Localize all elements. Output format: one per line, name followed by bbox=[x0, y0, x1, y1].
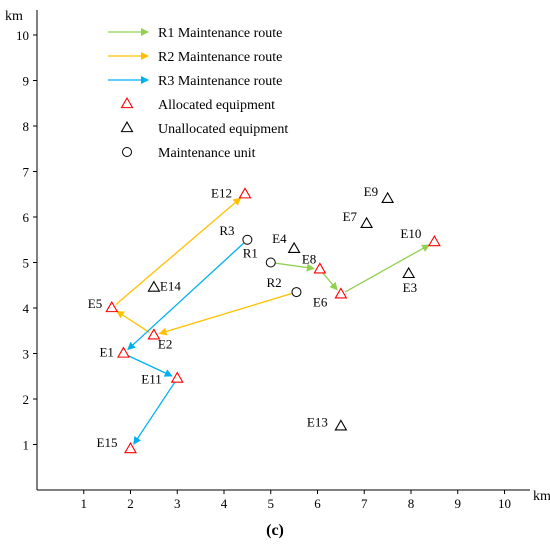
point-label-e9: E9 bbox=[364, 184, 378, 199]
routes bbox=[115, 197, 431, 445]
point-label-r3: R3 bbox=[219, 223, 234, 238]
point-labels: R1 R2 R3 E1 E2 E3 E4 E5 E6 E7 E8 E9 E10 E11 E12 E13 E14 E… bbox=[88, 184, 422, 450]
x-tick-label: 6 bbox=[314, 496, 321, 511]
equipment-e3-marker bbox=[402, 266, 416, 279]
equipment-e14-marker bbox=[147, 280, 161, 292]
point-label-e13: E13 bbox=[307, 414, 328, 429]
y-axis-label: km bbox=[5, 9, 23, 24]
axes: km km 1 2 3 4 5 6 7 8 9 10 1 2 3 4 5 6 7 8 9 10 bbox=[5, 9, 550, 511]
y-tick-label: 2 bbox=[23, 392, 30, 407]
point-label-e14: E14 bbox=[160, 279, 181, 294]
equipment-e15-marker bbox=[124, 442, 137, 454]
equipment-e8-marker bbox=[313, 262, 327, 274]
equipment-e11-marker bbox=[170, 371, 184, 383]
legend-swatch-unit bbox=[122, 147, 132, 157]
x-tick-label: 9 bbox=[455, 496, 462, 511]
legend-label: R1 Maintenance route bbox=[158, 26, 282, 41]
y-tick-label: 6 bbox=[23, 210, 30, 225]
legend-label: Maintenance unit bbox=[158, 146, 256, 161]
point-label-e6: E6 bbox=[313, 294, 328, 309]
y-tick-label: 5 bbox=[23, 256, 30, 271]
y-tick-label: 9 bbox=[23, 74, 30, 89]
y-tick-label: 1 bbox=[23, 438, 30, 453]
y-ticks: 1 2 3 4 5 6 7 8 9 10 bbox=[16, 28, 37, 453]
legend: R1 Maintenance route R2 Maintenance route… bbox=[108, 26, 288, 161]
x-tick-label: 3 bbox=[174, 496, 181, 511]
legend-swatch-allocated bbox=[120, 96, 134, 109]
point-label-e1: E1 bbox=[99, 345, 113, 360]
y-tick-label: 4 bbox=[23, 301, 30, 316]
legend-label: R2 Maintenance route bbox=[158, 50, 282, 65]
y-tick-label: 7 bbox=[23, 165, 30, 180]
route-r2-segment bbox=[115, 197, 242, 306]
equipment-e5-marker bbox=[105, 300, 119, 313]
equipment-e9-marker bbox=[381, 191, 395, 203]
maintenance-unit-r2 bbox=[291, 287, 302, 298]
maintenance-unit-r1 bbox=[265, 257, 276, 268]
equipment-e6-marker bbox=[334, 287, 348, 299]
equipment-e10-marker bbox=[427, 234, 441, 247]
route-r1-segment bbox=[275, 262, 315, 272]
x-tick-label: 5 bbox=[268, 496, 275, 511]
route-r2-segment bbox=[115, 310, 151, 334]
equipment-e1-marker bbox=[117, 346, 130, 358]
x-tick-label: 2 bbox=[127, 496, 134, 511]
maintenance-unit-r3 bbox=[242, 234, 253, 245]
equipment-e12-marker bbox=[238, 187, 252, 199]
equipment-e13-marker bbox=[334, 419, 348, 431]
legend-label: R3 Maintenance route bbox=[158, 74, 282, 89]
point-label-e12: E12 bbox=[211, 185, 232, 200]
route-r3-segment bbox=[127, 242, 245, 351]
route-r3-segment bbox=[127, 355, 173, 377]
point-label-e15: E15 bbox=[97, 435, 118, 450]
equipment-e7-marker bbox=[360, 216, 374, 229]
y-tick-label: 8 bbox=[23, 119, 30, 134]
legend-swatch-unallocated bbox=[120, 120, 134, 133]
point-label-e5: E5 bbox=[88, 296, 102, 311]
x-tick-label: 7 bbox=[361, 496, 368, 511]
route-r1-segment bbox=[322, 272, 338, 291]
point-label-r2: R2 bbox=[266, 275, 281, 290]
y-tick-label: 10 bbox=[16, 28, 29, 43]
route-r1-segment bbox=[344, 244, 431, 293]
x-tick-label: 8 bbox=[408, 496, 415, 511]
y-tick-label: 3 bbox=[23, 347, 30, 362]
point-label-e10: E10 bbox=[400, 226, 421, 241]
route-r2-segment bbox=[158, 292, 292, 336]
route-r3-segment bbox=[133, 382, 176, 445]
point-label-e11: E11 bbox=[141, 372, 161, 387]
point-label-e4: E4 bbox=[272, 231, 287, 246]
x-tick-label: 4 bbox=[221, 496, 228, 511]
markers bbox=[105, 187, 441, 454]
point-label-e2: E2 bbox=[158, 336, 172, 351]
legend-label: Allocated equipment bbox=[158, 98, 275, 113]
point-label-e8: E8 bbox=[302, 251, 316, 266]
x-axis-label: km bbox=[533, 489, 550, 504]
point-label-e3: E3 bbox=[403, 280, 417, 295]
x-tick-label: 1 bbox=[81, 496, 88, 511]
legend-label: Unallocated equipment bbox=[158, 122, 288, 137]
x-ticks: 1 2 3 4 5 6 7 8 9 10 bbox=[81, 490, 511, 511]
point-label-r1: R1 bbox=[243, 246, 258, 261]
equipment-e2-marker bbox=[147, 328, 161, 340]
x-tick-label: 10 bbox=[498, 496, 511, 511]
point-label-e7: E7 bbox=[343, 209, 358, 224]
equipment-e4-marker bbox=[287, 241, 301, 254]
figure-caption: (c) bbox=[266, 522, 284, 539]
